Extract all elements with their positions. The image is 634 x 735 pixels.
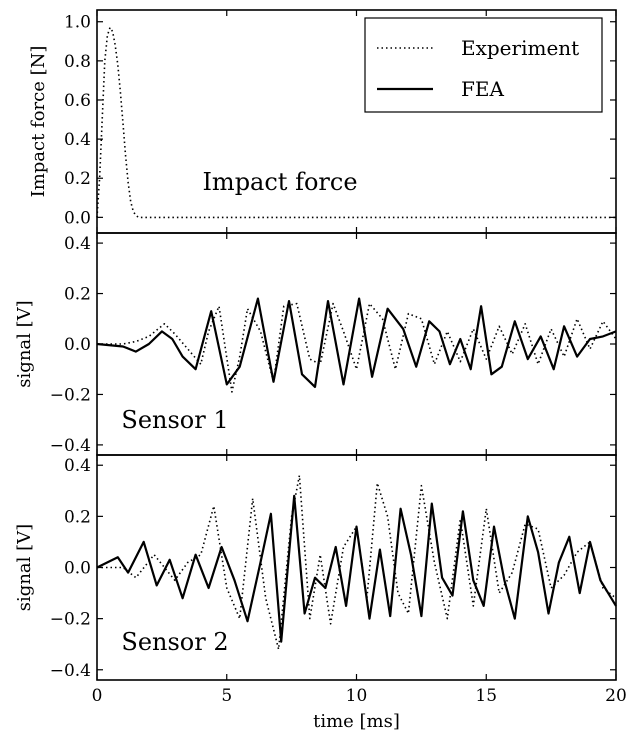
x-axis-label: time [ms] (313, 711, 400, 732)
y-tick-label: 0.4 (64, 456, 91, 476)
legend-label: Experiment (461, 36, 579, 60)
x-tick-label: 20 (605, 686, 627, 706)
y-tick-label: 0.0 (64, 335, 91, 355)
series-line-fea (96, 297, 617, 388)
y-tick-label: 0.2 (64, 507, 91, 527)
panel-annotation: Impact force (202, 168, 357, 196)
y-tick-label: 0.6 (64, 91, 91, 111)
series-line-fea (96, 494, 617, 643)
x-tick-label: 15 (475, 686, 497, 706)
y-tick-label: 0.8 (64, 52, 91, 72)
y-tick-label: 0.2 (64, 169, 91, 189)
legend-box (364, 17, 603, 113)
y-tick-label: 0.4 (64, 234, 91, 254)
y-axis-label: signal [V] (14, 300, 35, 387)
y-tick-label: 1.0 (64, 13, 91, 33)
legend-label: FEA (461, 77, 504, 101)
y-tick-label: 0.0 (64, 559, 91, 579)
x-tick-label: 5 (221, 686, 232, 706)
x-tick-label: 10 (346, 686, 368, 706)
x-tick-label: 0 (92, 686, 103, 706)
y-tick-label: −0.4 (50, 661, 91, 681)
y-tick-label: −0.4 (50, 436, 91, 456)
series-line-experiment (97, 474, 617, 651)
y-tick-label: 0.0 (64, 208, 91, 228)
y-tick-label: −0.2 (50, 610, 91, 630)
y-tick-label: 0.2 (64, 285, 91, 305)
panel-annotation: Sensor 2 (121, 628, 228, 656)
y-tick-label: −0.2 (50, 385, 91, 405)
y-axis-label: signal [V] (14, 524, 35, 611)
y-tick-label: 0.4 (64, 130, 91, 150)
panel-annotation: Sensor 1 (121, 406, 228, 434)
series-line-experiment (96, 26, 616, 219)
plot-frame (96, 454, 617, 681)
y-axis-label: Impact force [N] (28, 46, 49, 198)
